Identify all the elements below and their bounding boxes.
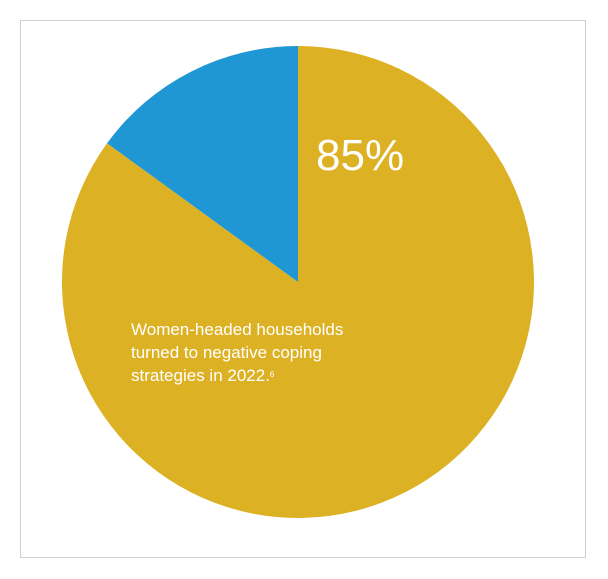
data-label-85-percent: 85%: [316, 131, 404, 180]
pie-slice-85-percent: [61, 46, 535, 518]
pie-slices: [61, 46, 535, 518]
annotation-line-3: strategies in 2022.: [131, 366, 270, 385]
pie-slice-15-percent: [107, 46, 298, 282]
footnote-marker: 6: [269, 370, 275, 379]
annotation-line-1: Women-headed households: [131, 320, 344, 339]
chart-annotation: Women-headed households turned to negati…: [131, 318, 431, 387]
annotation-line-2: turned to negative coping: [131, 343, 322, 362]
